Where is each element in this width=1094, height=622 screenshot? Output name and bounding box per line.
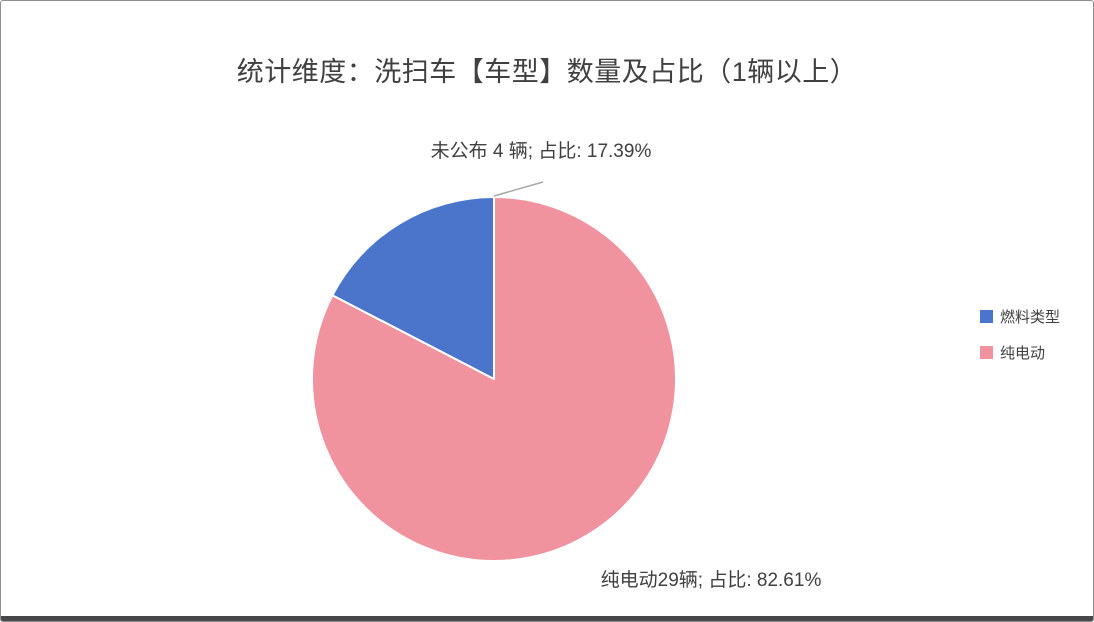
pie-slice-未公布[interactable]	[331, 196, 495, 380]
chart-title: 统计维度：洗扫车【车型】数量及占比（1辆以上）	[236, 57, 858, 87]
pie-chart	[311, 181, 677, 562]
legend-item-ranliaoleixing[interactable]: 燃料类型	[980, 306, 1060, 327]
data-label-chundiandong: 纯电动29辆; 占比: 82.61%	[600, 570, 822, 591]
legend-swatch-pink-icon	[980, 346, 993, 359]
legend-label-ranliaoleixing: 燃料类型	[1000, 309, 1061, 326]
data-label-weigongbu: 未公布 4 辆; 占比: 17.39%	[430, 141, 652, 162]
leader-line	[493, 181, 544, 197]
pie-slice-纯电动[interactable]	[311, 196, 677, 562]
legend: 燃料类型 纯电动	[980, 306, 1060, 363]
legend-label-chundiandong: 纯电动	[1000, 345, 1046, 362]
window-bottom-edge	[1, 616, 1093, 621]
legend-swatch-blue-icon	[980, 310, 993, 323]
legend-item-chundiandong[interactable]: 纯电动	[980, 342, 1060, 363]
